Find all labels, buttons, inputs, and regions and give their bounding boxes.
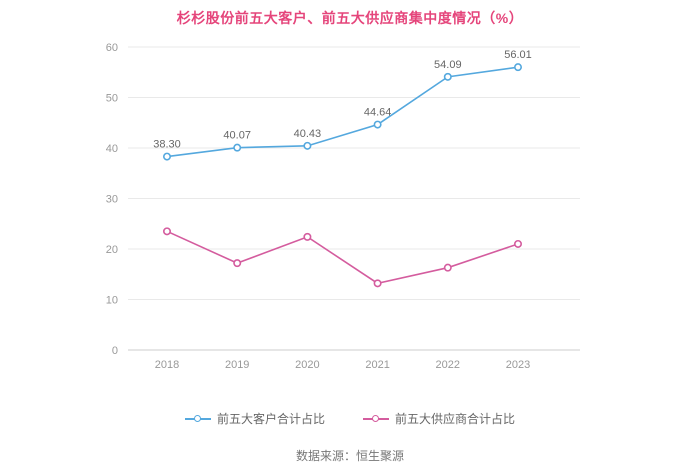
svg-text:56.01: 56.01: [504, 49, 532, 61]
svg-text:2021: 2021: [365, 359, 389, 371]
customer-series-legend-icon: [184, 414, 211, 424]
supplier-series-legend-icon: [363, 414, 389, 424]
data-source-text: 数据来源：恒生聚源: [295, 449, 404, 463]
svg-text:54.09: 54.09: [434, 59, 462, 71]
svg-text:44.64: 44.64: [364, 107, 392, 119]
legend-label-customers: 前五大客户合计占比: [216, 412, 325, 426]
svg-text:50: 50: [106, 93, 118, 105]
svg-text:2019: 2019: [225, 359, 249, 371]
svg-text:2023: 2023: [506, 359, 530, 371]
chart-title: 杉杉股份前五大客户、前五大供应商集中度情况（%）: [176, 10, 524, 26]
svg-text:40: 40: [106, 143, 118, 155]
svg-text:40.43: 40.43: [294, 128, 322, 140]
svg-text:30: 30: [106, 194, 118, 206]
svg-text:2022: 2022: [436, 359, 460, 371]
legend-label-suppliers: 前五大供应商合计占比: [395, 412, 516, 426]
svg-text:20: 20: [106, 244, 118, 256]
svg-text:10: 10: [106, 295, 118, 307]
svg-text:38.30: 38.30: [153, 139, 181, 151]
svg-text:60: 60: [106, 42, 118, 54]
svg-text:2020: 2020: [295, 359, 319, 371]
chart-legend: 前五大客户合计占比 前五大供应商合计占比: [0, 410, 700, 427]
legend-item-customers[interactable]: 前五大客户合计占比: [184, 410, 325, 427]
svg-text:2018: 2018: [155, 359, 179, 371]
legend-item-suppliers[interactable]: 前五大供应商合计占比: [363, 410, 515, 427]
svg-text:40.07: 40.07: [223, 130, 251, 142]
svg-text:0: 0: [112, 345, 118, 357]
